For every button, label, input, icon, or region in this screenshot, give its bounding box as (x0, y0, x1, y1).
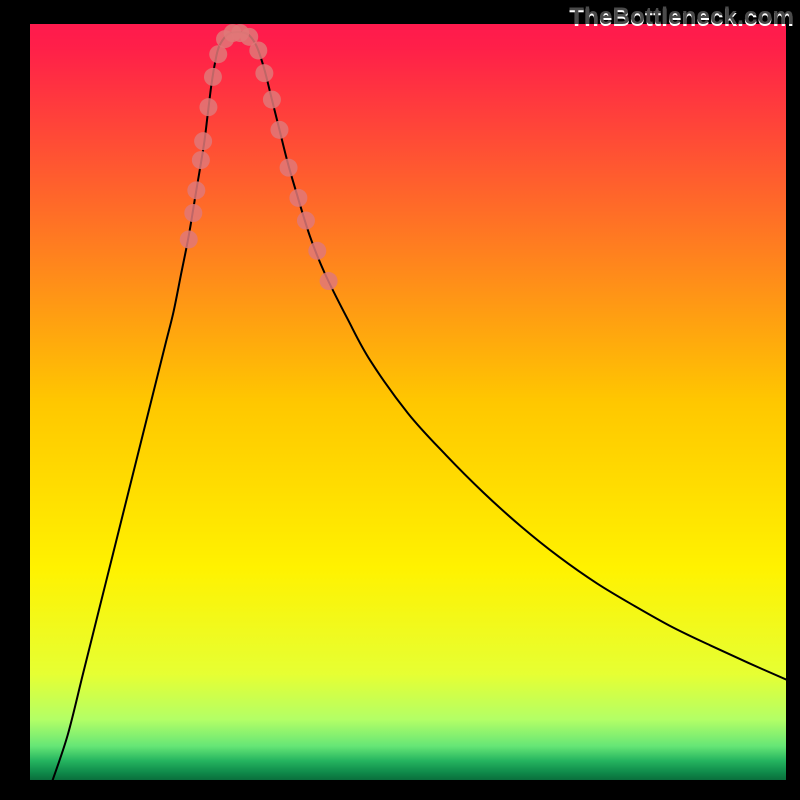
marker-dot (308, 242, 326, 260)
marker-dot (263, 91, 281, 109)
marker-dot (249, 41, 267, 59)
marker-dot (280, 159, 298, 177)
gradient-background (30, 24, 786, 780)
marker-dot (255, 64, 273, 82)
marker-dot (199, 98, 217, 116)
marker-dot (187, 181, 205, 199)
plot-svg (30, 24, 786, 780)
marker-dot (192, 151, 210, 169)
marker-dot (270, 121, 288, 139)
plot-area (30, 24, 786, 780)
marker-dot (320, 272, 338, 290)
marker-dot (194, 132, 212, 150)
marker-dot (204, 68, 222, 86)
marker-dot (289, 189, 307, 207)
marker-dot (184, 204, 202, 222)
chart-frame: TheBottleneck.com TheBottleneck.com (0, 0, 800, 800)
marker-dot (180, 230, 198, 248)
marker-dot (297, 212, 315, 230)
